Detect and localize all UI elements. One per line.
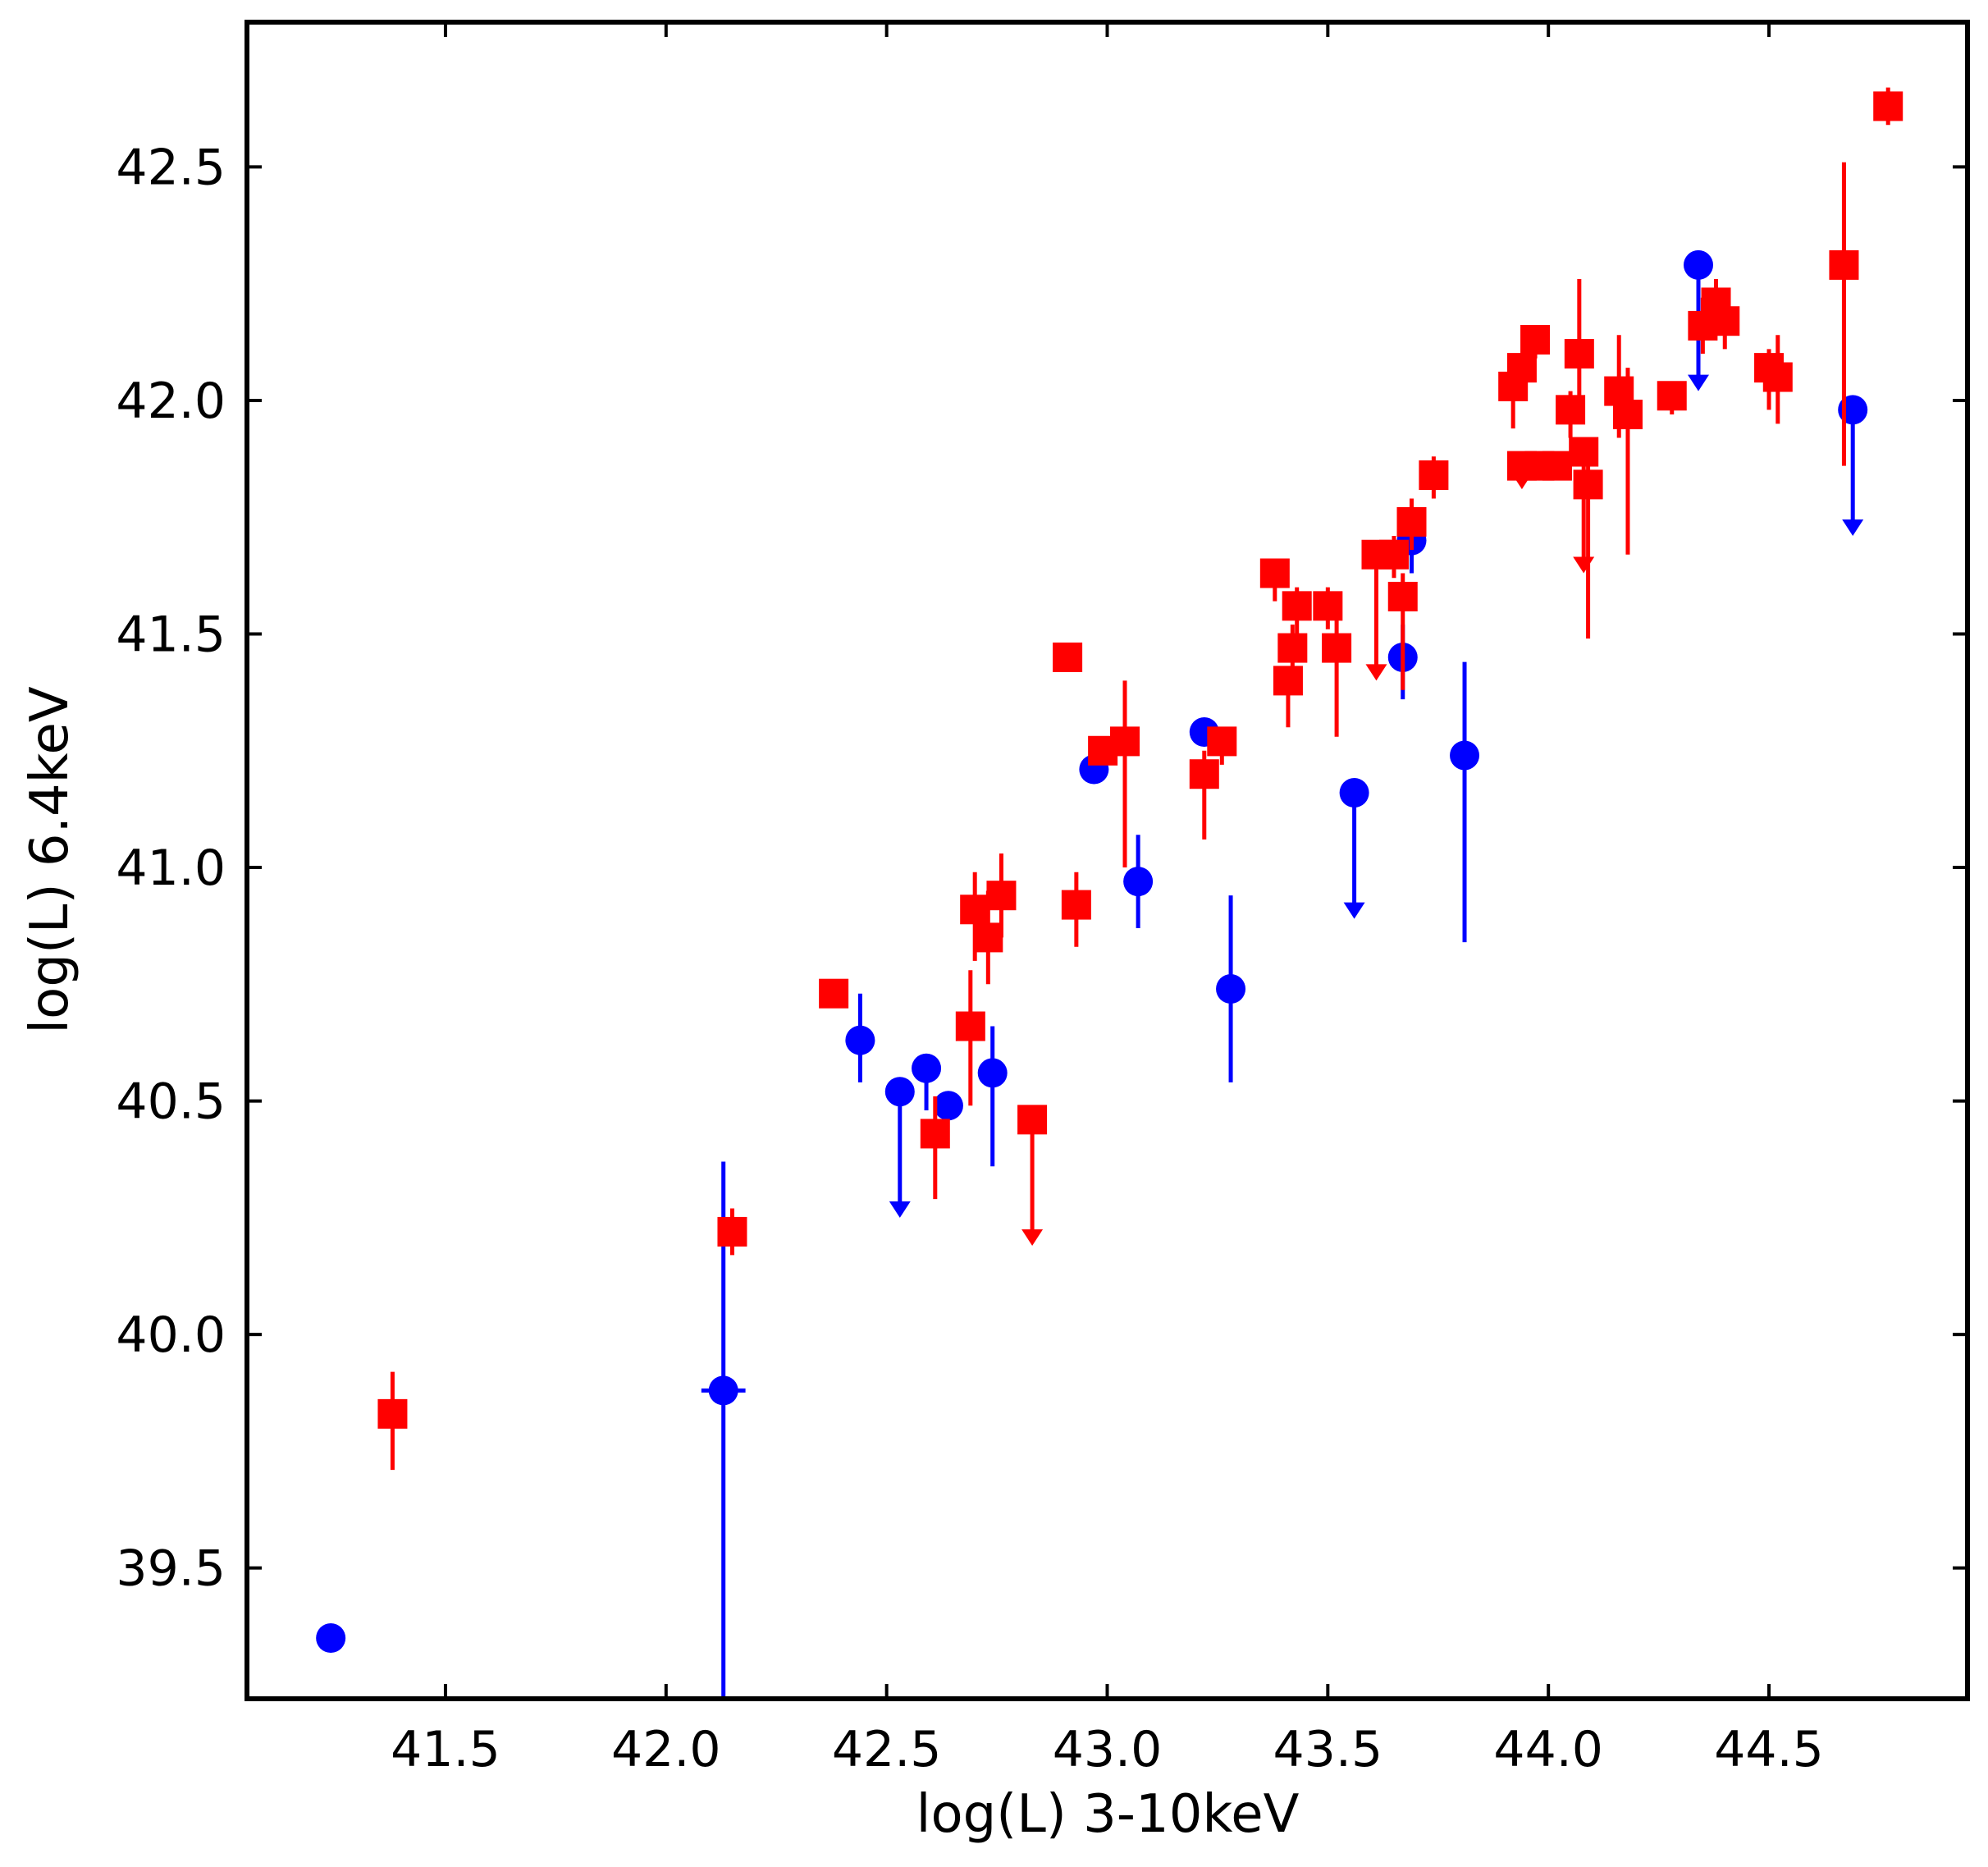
data-point [933, 1091, 963, 1121]
data-point [1282, 591, 1312, 621]
data-point [960, 895, 990, 925]
x-tick-label: 41.5 [391, 1721, 500, 1778]
data-point [316, 1623, 346, 1654]
y-tick-label: 40.5 [116, 1073, 226, 1131]
x-tick-label: 43.0 [1053, 1721, 1163, 1778]
plot-frame [245, 20, 1970, 1701]
data-point [1277, 633, 1308, 663]
x-tick-label: 42.0 [611, 1721, 721, 1778]
data-point [884, 1077, 915, 1107]
data-point [1339, 777, 1369, 808]
upper-limit-arrow [889, 1201, 911, 1218]
data-point [912, 1053, 942, 1083]
data-point [955, 1011, 985, 1041]
data-point [1506, 353, 1537, 383]
data-point [1017, 1105, 1048, 1135]
data-point [1207, 726, 1237, 757]
data-point [920, 1119, 950, 1149]
x-axis-label: log(L) 3-10keV [916, 1784, 1300, 1845]
data-point [1259, 558, 1290, 588]
upper-limit-arrow [1343, 902, 1365, 919]
y-tick-label: 41.5 [116, 606, 226, 663]
data-point [1379, 539, 1409, 570]
data-point [819, 978, 849, 1009]
data-point [1710, 306, 1740, 336]
data-point [1110, 726, 1140, 757]
data-point [1053, 642, 1083, 672]
square-series [377, 87, 1903, 1471]
data-point [1387, 581, 1418, 611]
data-point [1542, 451, 1572, 481]
data-point [977, 1058, 1008, 1088]
y-tick-label: 42.5 [116, 139, 226, 196]
upper-limit-arrow [1021, 1229, 1044, 1246]
y-tick-label: 39.5 [116, 1540, 226, 1598]
x-tick-label: 44.5 [1714, 1721, 1824, 1778]
data-point [1061, 890, 1091, 920]
data-point [1762, 362, 1793, 392]
data-point [1189, 759, 1219, 789]
data-point [1657, 381, 1687, 411]
data-point [708, 1375, 738, 1406]
data-point [1450, 740, 1480, 771]
y-tick-label: 41.0 [116, 840, 226, 897]
data-point [1123, 867, 1154, 897]
data-point [717, 1216, 747, 1247]
axis-ticks: 41.5 42.0 42.5 43.0 43.5 44.0 44.5 39.5 40.0 40.5… [116, 22, 1967, 1778]
y-axis-label: log(L) 6.4keV [20, 686, 80, 1033]
data-point [1419, 460, 1449, 491]
data-point [1322, 633, 1352, 663]
data-point [973, 922, 1003, 953]
y-tick-label: 40.0 [116, 1306, 226, 1364]
data-point [1564, 339, 1594, 369]
y-tick-label: 42.0 [116, 373, 226, 430]
data-point [1273, 666, 1303, 696]
data-point [377, 1398, 408, 1429]
data-point [986, 881, 1017, 911]
x-tick-label: 44.0 [1493, 1721, 1603, 1778]
upper-limit-arrow [1688, 374, 1710, 391]
data-point [1573, 469, 1603, 500]
data-point [1216, 973, 1246, 1004]
data-point [1569, 437, 1599, 467]
x-tick-label: 42.5 [832, 1721, 942, 1778]
data-point [1396, 506, 1427, 537]
upper-limit-arrow [1842, 519, 1864, 536]
x-tick-label: 43.5 [1273, 1721, 1383, 1778]
data-point [1873, 91, 1903, 121]
data-marks [316, 87, 1903, 1699]
data-point [1684, 249, 1714, 280]
data-point [1520, 324, 1551, 355]
data-point [845, 1025, 875, 1055]
upper-limit-arrow [1365, 664, 1387, 681]
data-point [1612, 400, 1643, 430]
data-point [1829, 249, 1859, 280]
